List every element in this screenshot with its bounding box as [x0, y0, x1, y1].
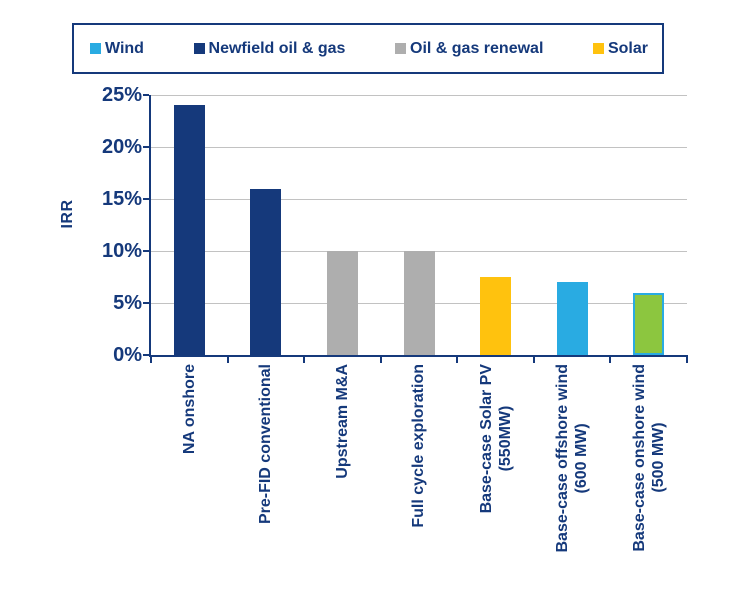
legend-item-3: Solar [592, 39, 648, 58]
x-tick-mark-6 [609, 355, 612, 363]
y-axis-title: IRR [59, 199, 76, 229]
bar-4 [480, 277, 512, 355]
y-tick-mark-10 [143, 250, 149, 252]
x-category-6: Base-case onshore wind (500 MW) [610, 364, 687, 604]
x-category-2: Upstream M&A [304, 364, 381, 604]
x-tick-mark-4 [456, 355, 459, 363]
x-tick-mark-0 [150, 355, 152, 363]
bar-1 [250, 188, 282, 355]
plot-area [143, 94, 688, 363]
y-tick-mark-5 [143, 302, 149, 304]
bar-2 [326, 251, 358, 355]
x-tick-mark-7 [686, 355, 688, 363]
legend-item-0: Wind [90, 40, 144, 58]
y-tick-mark-15 [143, 198, 149, 200]
y-tick-mark-20 [143, 146, 149, 148]
legend-swatch-icon [592, 43, 604, 54]
x-category-1: Pre-FID conventional [228, 364, 305, 604]
y-tick-label-15: 15% [101, 188, 142, 210]
y-tick-label-10: 10% [101, 240, 142, 262]
x-axis-labels: NA onshore Pre-FID conventional Upstream M… [151, 364, 687, 604]
legend: Wind Newfield oil & gas Oil & gas renewal S… [72, 23, 664, 74]
legend-item-label: Oil & gas renewal [410, 39, 544, 57]
x-category-label: Upstream M&A [333, 364, 351, 479]
legend-swatch-icon [395, 43, 406, 54]
gridline-15 [151, 199, 687, 200]
x-category-4: Base-case Solar PV (550MW) [457, 364, 534, 604]
x-category-5: Base-case offshore wind (600 MW) [534, 364, 611, 604]
x-tick-mark-3 [379, 355, 382, 363]
x-category-3: Full cycle exploration [381, 364, 458, 604]
x-tick-mark-2 [303, 355, 306, 363]
gridline-20 [151, 147, 687, 148]
gridline-25 [151, 95, 687, 96]
bar-3 [403, 251, 435, 355]
y-tick-mark-0 [143, 354, 149, 356]
x-category-label: NA onshore [180, 364, 198, 455]
y-tick-mark-25 [143, 94, 149, 96]
legend-swatch-icon [90, 43, 101, 54]
bar-5 [556, 282, 588, 355]
y-tick-label-5: 5% [113, 292, 142, 314]
y-tick-label-20: 20% [101, 136, 142, 158]
x-category-label: Base-case onshore wind (500 MW) [630, 364, 667, 552]
x-category-label: Base-case Solar PV (550MW) [477, 364, 514, 514]
y-tick-label-0: 0% [113, 344, 142, 366]
legend-item-label: Newfield oil & gas [208, 39, 346, 57]
legend-item-label: Solar [607, 39, 648, 57]
legend-item-1: Newfield oil & gas [193, 39, 346, 58]
y-tick-label-25: 25% [101, 84, 142, 106]
bar-6 [633, 292, 665, 355]
x-tick-mark-1 [226, 355, 229, 363]
x-tick-mark-5 [532, 355, 535, 363]
bar-0 [173, 105, 205, 355]
legend-item-label: Wind [105, 39, 144, 57]
legend-item-2: Oil & gas renewal [395, 40, 543, 58]
x-category-label: Base-case offshore wind (600 MW) [554, 364, 591, 553]
x-category-label: Full cycle exploration [410, 364, 428, 528]
x-category-label: Pre-FID conventional [257, 364, 275, 525]
x-category-0: NA onshore [151, 364, 228, 604]
legend-swatch-icon [193, 43, 205, 54]
